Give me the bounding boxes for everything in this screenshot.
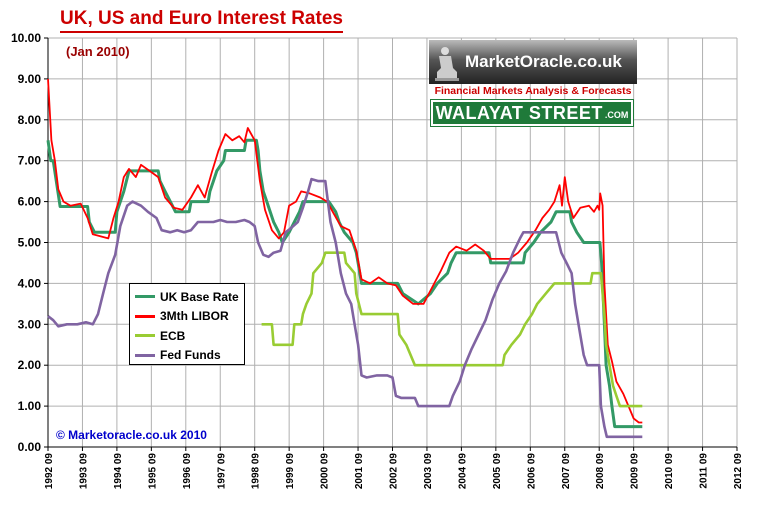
copyright-notice: © Marketoracle.co.uk 2010 — [56, 428, 207, 442]
series-line-ecb — [261, 251, 643, 408]
x-tick-label: 1994 09 — [113, 453, 124, 490]
y-tick-label: 5.00 — [18, 236, 42, 250]
x-tick-labels: 1992 09 1993 09 1994 09 1995 09 1996 09 1997 … — [44, 453, 744, 490]
y-tick-label: 9.00 — [18, 72, 42, 86]
x-tick-label: 1998 09 — [251, 453, 262, 490]
logo-banner: MarketOracle.co.uk — [429, 40, 637, 84]
y-tick-label: 7.00 — [18, 154, 42, 168]
legend-item-uk-base-rate: UK Base Rate — [130, 287, 244, 307]
x-tick-label: 2003 09 — [423, 453, 434, 490]
x-tick-label: 2000 09 — [320, 453, 331, 490]
legend-swatch — [135, 353, 155, 357]
walayat-street-suffix: .COM — [604, 110, 629, 120]
y-tick-label: 3.00 — [18, 317, 42, 331]
marketoracle-logo: MarketOracle.co.uk Financial Markets Ana… — [429, 40, 637, 127]
x-tick-label: 2006 09 — [526, 453, 537, 490]
y-tick-labels: 0.00 1.00 2.00 3.00 4.00 5.00 6.00 7.00 8.00 9.00… — [11, 31, 41, 454]
walayat-street-text: WALAYAT STREET — [435, 102, 603, 123]
y-tick-label: 10.00 — [11, 31, 41, 45]
x-tick-label: 1999 09 — [285, 453, 296, 490]
x-tick-label: 2002 09 — [389, 453, 400, 490]
x-tick-label: 1995 09 — [147, 453, 158, 490]
x-tick-label: 2005 09 — [492, 453, 503, 490]
x-tick-label: 1997 09 — [216, 453, 227, 490]
y-tick-label: 4.00 — [18, 276, 42, 290]
legend-swatch — [135, 334, 155, 338]
logo-tagline: Financial Markets Analysis & Forecasts — [434, 85, 632, 97]
legend-item-3mth-libor: 3Mth LIBOR — [130, 307, 244, 327]
x-tick-label: 2012 09 — [733, 453, 744, 490]
legend-label: ECB — [160, 328, 186, 343]
chart-subtitle: (Jan 2010) — [66, 44, 130, 59]
x-tick-label: 1992 09 — [44, 453, 55, 490]
x-tick-label: 1996 09 — [182, 453, 193, 490]
legend-swatch — [135, 295, 155, 299]
x-tick-label: 2004 09 — [457, 453, 468, 490]
x-tick-label: 1993 09 — [78, 453, 89, 490]
legend-label: Fed Funds — [160, 348, 221, 363]
legend-item-ecb: ECB — [130, 326, 244, 346]
y-tick-label: 6.00 — [18, 195, 42, 209]
walayat-street-sign: WALAYAT STREET .COM — [430, 99, 634, 127]
legend-item-fed-funds: Fed Funds — [130, 346, 244, 366]
thinker-statue-icon — [435, 47, 459, 81]
x-tick-label: 2010 09 — [664, 453, 675, 490]
y-tick-label: 8.00 — [18, 113, 42, 127]
x-tick-label: 2011 09 — [699, 453, 710, 489]
series-line-fed-funds — [47, 177, 643, 439]
x-tick-label: 2009 09 — [630, 453, 641, 490]
legend-swatch — [135, 314, 155, 318]
x-tick-label: 2008 09 — [595, 453, 606, 490]
logo-name: MarketOracle.co.uk — [465, 52, 622, 71]
series-line-uk-base-rate — [46, 138, 643, 429]
x-tick-label: 2007 09 — [561, 453, 572, 490]
chart-legend: UK Base Rate 3Mth LIBOR ECB Fed Funds — [129, 283, 245, 365]
series-line-3mth-libor — [47, 78, 643, 424]
legend-label: UK Base Rate — [160, 289, 239, 304]
y-tick-label: 1.00 — [18, 399, 42, 413]
chart-series — [46, 78, 643, 439]
chart-title: UK, US and Euro Interest Rates — [60, 7, 343, 33]
y-tick-label: 2.00 — [18, 358, 42, 372]
chart-axes — [44, 37, 738, 451]
x-tick-label: 2001 09 — [354, 453, 365, 490]
y-tick-label: 0.00 — [18, 440, 42, 454]
legend-label: 3Mth LIBOR — [160, 309, 229, 324]
